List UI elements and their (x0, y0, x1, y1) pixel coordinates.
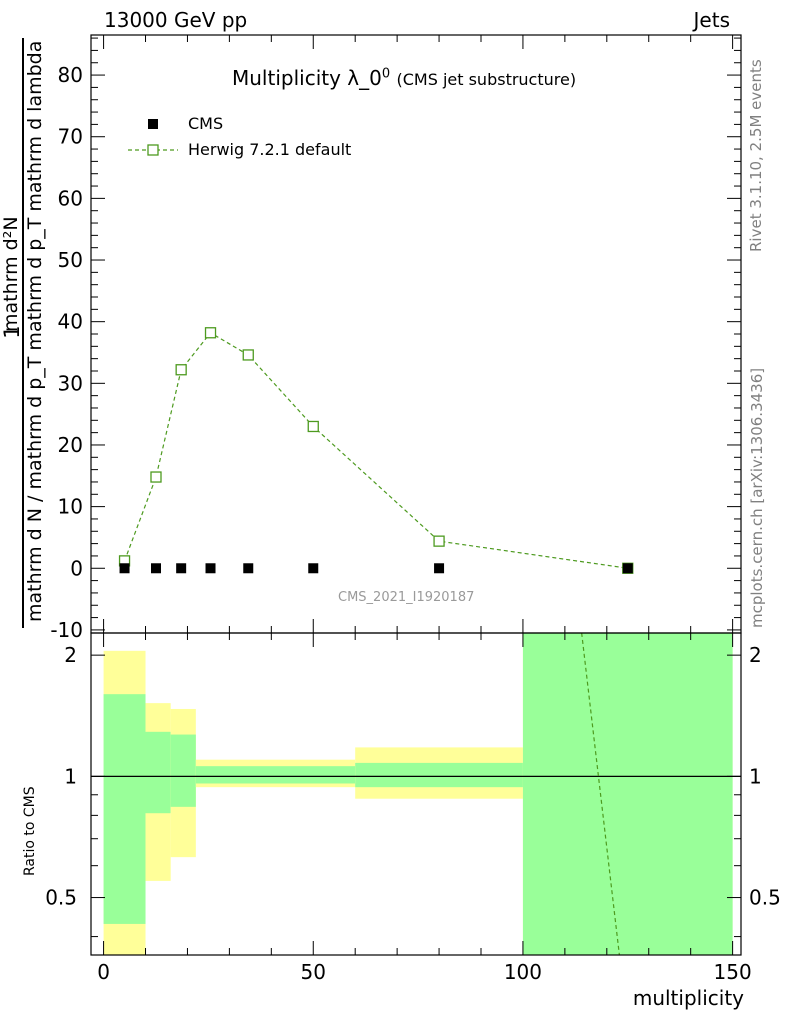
header-process: 13000 GeV pp (104, 8, 248, 32)
chart-title-main: Multiplicity λ_0 (232, 66, 382, 90)
ratio-band-green-1 (145, 731, 171, 814)
x-tick-label: 0 (97, 960, 110, 984)
chart-title-superscript: 0 (381, 66, 391, 82)
ratio-axis-label: Ratio to CMS (22, 786, 38, 876)
ratio-band-green-5 (522, 633, 733, 955)
y-tick-label: 70 (58, 125, 83, 149)
ratio-y-tick-label-right: 0.5 (749, 886, 781, 910)
ratio-y-tick-label: 1 (64, 764, 77, 788)
y-tick-label: 40 (58, 310, 83, 334)
y-tick-label: 20 (58, 433, 83, 457)
x-tick-label: 100 (504, 960, 542, 984)
ratio-band-green-0 (103, 694, 146, 924)
ratio-band-green-4 (355, 762, 523, 788)
herwig-point (175, 364, 187, 376)
rivet-version-text: Rivet 3.1.10, 2.5M events (747, 59, 765, 252)
ratio-y-tick-label: 2 (64, 643, 77, 667)
legend-cms-label: CMS (188, 114, 224, 133)
cms-point (119, 563, 130, 574)
ratio-y-tick-label-right: 2 (749, 643, 762, 667)
herwig-point (242, 349, 254, 361)
y-axis-label-denominator-text: mathrm d N / mathrm d p_T mathrm d p_T m… (24, 40, 46, 622)
cms-point (151, 563, 161, 574)
cms-point (434, 563, 445, 574)
herwig-point (307, 420, 319, 433)
ratio-plot-frame (90, 632, 742, 956)
y-axis-label-numerator: 1 (0, 32, 24, 632)
ratio-herwig-line (581, 632, 620, 956)
legend-herwig-label: Herwig 7.2.1 default (188, 140, 352, 159)
chart-title: Multiplicity λ_00 (CMS jet substructure) (232, 66, 576, 90)
y-tick-label: -10 (50, 618, 83, 642)
cms-point (243, 563, 254, 574)
header-analysis-type: Jets (693, 8, 730, 32)
cms-point (622, 563, 633, 574)
y-tick-label: 10 (58, 495, 83, 519)
y-axis-label-numerator-text: mathrm d²N (0, 216, 22, 332)
cms-point (308, 563, 319, 574)
herwig-point (204, 327, 217, 339)
x-tick-label: 150 (714, 960, 752, 984)
y-tick-label: 50 (58, 248, 83, 272)
herwig-point (433, 535, 445, 547)
x-axis-label: multiplicity (632, 986, 744, 1010)
herwig-point (150, 471, 162, 483)
y-tick-label: 0 (70, 556, 83, 580)
mcplots-reference-text: mcplots.cern.ch [arXiv:1306.3436] (748, 367, 766, 628)
ratio-band-green-2 (170, 734, 196, 807)
cms-point (205, 563, 216, 574)
ratio-y-tick-label-right: 1 (749, 764, 762, 788)
cms-point (176, 563, 187, 574)
y-tick-label: 80 (58, 63, 83, 87)
herwig-line (123, 331, 628, 569)
x-tick-label: 50 (301, 960, 326, 984)
y-tick-label: 30 (58, 371, 83, 395)
y-axis-label: 1 mathrm d N / mathrm d p_T mathrm d p_T… (0, 32, 48, 632)
y-tick-label: 60 (58, 186, 83, 210)
ratio-band-green-3 (195, 766, 356, 784)
ratio-y-tick-label: 0.5 (45, 886, 77, 910)
legend-herwig-marker (147, 144, 159, 156)
analysis-watermark: CMS_2021_I1920187 (338, 590, 475, 605)
legend-cms-marker (148, 119, 158, 129)
chart-title-sub: (CMS jet substructure) (396, 70, 577, 89)
